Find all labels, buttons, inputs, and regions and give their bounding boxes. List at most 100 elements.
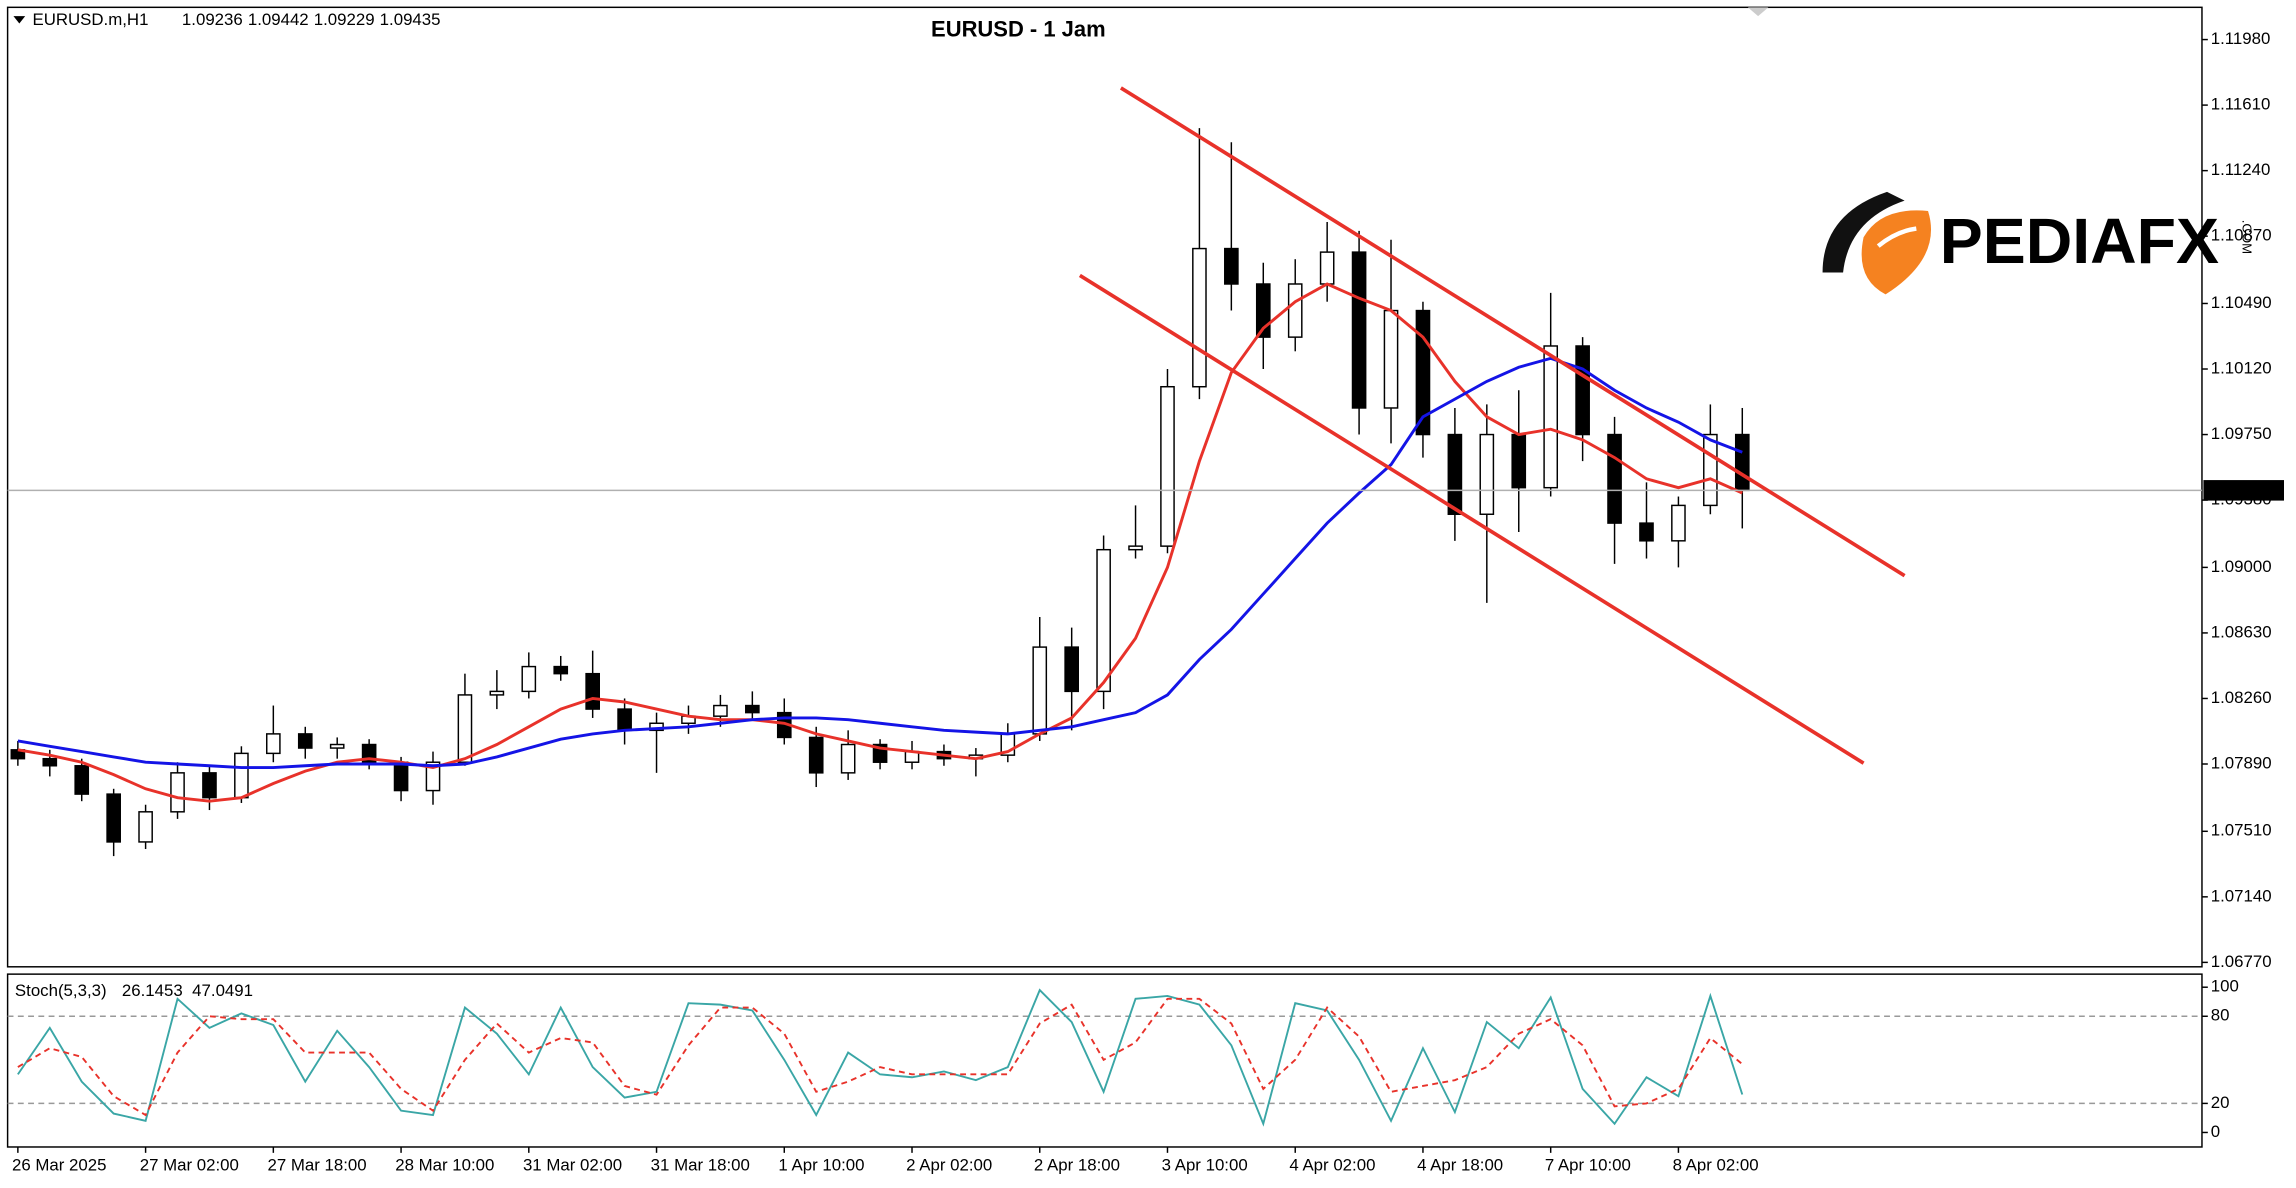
stoch-main-value: 26.1453: [122, 981, 183, 1000]
x-tick-label: 27 Mar 18:00: [267, 1155, 366, 1174]
menu-arrow: [13, 16, 26, 24]
candle-body: [1607, 433, 1622, 524]
y-tick-label: 1.10870: [2211, 226, 2272, 245]
candle-body: [1703, 433, 1718, 507]
overlay: 1.09435: [2203, 480, 2284, 501]
trend-line: [1078, 273, 1865, 765]
y-tick-label: 1.08260: [2211, 688, 2272, 707]
x-tick-label: 2 Apr 02:00: [906, 1155, 992, 1174]
logo-stripe: [1876, 226, 1917, 248]
current-price-label: 1.09435: [2208, 481, 2269, 500]
candle-body: [521, 665, 537, 693]
trend-line: [1119, 86, 1906, 578]
symbol: EURUSD.m,H1: [33, 10, 149, 29]
stoch-line: [17, 997, 1743, 1117]
candle-body: [1064, 646, 1080, 693]
chart-title: EURUSD - 1 Jam: [931, 17, 1106, 42]
y-tick-label: 1.09000: [2211, 557, 2272, 576]
candle-body: [1192, 247, 1207, 388]
logo-arc: [1822, 191, 1905, 273]
last-low: 1.09229: [314, 10, 375, 29]
candle-body: [1671, 504, 1686, 542]
candle-body: [170, 772, 185, 813]
last-close: 1.09435: [380, 10, 441, 29]
stoch-line: [17, 988, 1744, 1127]
candle-body: [1383, 309, 1399, 409]
candle-body: [1287, 283, 1303, 338]
y-tick-label: 1.10120: [2211, 358, 2272, 377]
candle-body: [42, 757, 58, 767]
y-tick-label: 1.10490: [2211, 293, 2272, 312]
candle-body: [425, 761, 441, 792]
candle-body: [489, 690, 505, 696]
candle-body: [1096, 548, 1111, 693]
candle-body: [329, 743, 345, 749]
candle-body: [1160, 385, 1175, 547]
candle-body: [1543, 345, 1559, 489]
candle-body: [1734, 433, 1750, 492]
y-tick-label: 1.07510: [2211, 821, 2272, 840]
candle-body: [1447, 433, 1463, 515]
moving-average: [17, 282, 1743, 803]
x-tick-label: 31 Mar 18:00: [651, 1155, 750, 1174]
moving-average: [17, 356, 1743, 770]
last-open: 1.09236: [182, 10, 243, 29]
x-tick-label: 27 Mar 02:00: [140, 1155, 239, 1174]
candle-body: [1224, 247, 1239, 285]
candle-body: [457, 694, 473, 763]
watermark-logo: PEDIAFX .COM: [1822, 191, 2254, 295]
y-tick-label: 1.06770: [2211, 952, 2272, 971]
y-tick-label: 1.07140: [2211, 886, 2272, 905]
y-tick-label: 1.09750: [2211, 424, 2272, 443]
candle-body: [713, 704, 728, 717]
watermark-name: PEDIAFX: [1940, 205, 2219, 277]
x-tick-label: 26 Mar 2025: [12, 1155, 107, 1174]
stoch-signal-value: 47.0491: [192, 981, 253, 1000]
y-tick-label: 80: [2211, 1006, 2230, 1025]
x-tick-label: 7 Apr 10:00: [1545, 1155, 1631, 1174]
candle-body: [297, 733, 313, 749]
y-tick-label: 1.11610: [2211, 95, 2271, 114]
candle-body: [393, 761, 409, 792]
candle-body: [234, 752, 249, 799]
candle-body: [745, 704, 760, 714]
candle-body: [808, 736, 824, 774]
plot-area: 1.11980 1.11610 1.11240 1.10870 1.10490 1.101…: [7, 29, 2272, 1174]
logo-drop: [1861, 210, 1932, 295]
x-tick-label: 3 Apr 10:00: [1162, 1155, 1248, 1174]
candle-body: [1511, 433, 1527, 489]
y-tick-label: 0: [2211, 1122, 2220, 1141]
x-tick-label: 4 Apr 18:00: [1417, 1155, 1503, 1174]
candle-body: [840, 743, 856, 774]
x-tick-label: 31 Mar 02:00: [523, 1155, 622, 1174]
x-tick-label: 28 Mar 10:00: [395, 1155, 494, 1174]
main-panel: [6, 6, 2203, 968]
x-tick-label: 8 Apr 02:00: [1673, 1155, 1759, 1174]
candle-body: [202, 772, 217, 799]
watermark-suffix: .COM: [2239, 220, 2254, 254]
candle-body: [617, 708, 632, 732]
y-tick-label: 100: [2211, 977, 2239, 996]
candle-body: [1319, 251, 1335, 285]
last-high: 1.09442: [248, 10, 309, 29]
candle-body: [1128, 545, 1143, 551]
candle-body: [1639, 522, 1654, 542]
y-tick-label: 1.11240: [2211, 160, 2271, 179]
candle-body: [1351, 251, 1367, 409]
candle-body: [138, 811, 153, 843]
stoch-title: Stoch(5,3,3): [15, 981, 107, 1000]
x-tick-label: 4 Apr 02:00: [1289, 1155, 1375, 1174]
current-price-box: [2203, 480, 2284, 501]
candle-body: [553, 665, 569, 675]
y-tick-label: 1.07890: [2211, 753, 2272, 772]
candle-body: [1479, 433, 1495, 515]
candle-body: [106, 793, 121, 843]
candle-body: [585, 672, 600, 710]
candle-body: [1575, 345, 1590, 436]
stoch-panel: [6, 973, 2203, 1148]
candle-body: [10, 749, 26, 760]
candle-body: [74, 765, 90, 795]
candle-body: [1032, 646, 1048, 735]
